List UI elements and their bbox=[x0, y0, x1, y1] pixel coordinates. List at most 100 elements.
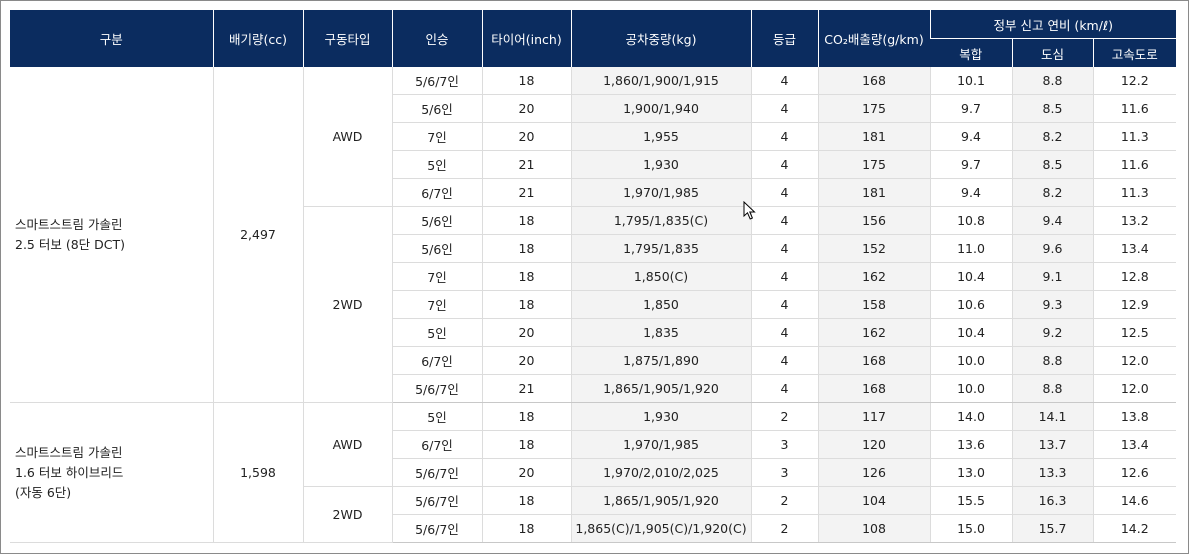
highway-cell: 12.6 bbox=[1092, 458, 1177, 487]
city-cell: 9.2 bbox=[1011, 318, 1093, 347]
tire-cell: 18 bbox=[481, 290, 571, 319]
curb-weight-cell: 1,795/1,835 bbox=[570, 234, 751, 263]
curb-weight-cell: 1,860/1,900/1,915 bbox=[570, 67, 751, 95]
combined-cell: 15.5 bbox=[929, 486, 1012, 515]
grade-cell: 4 bbox=[750, 94, 818, 123]
highway-cell: 12.2 bbox=[1092, 67, 1177, 95]
curb-weight-cell: 1,875/1,890 bbox=[570, 346, 751, 375]
table-row: 6/7인 18 1,970/1,985 3 120 13.6 13.7 13.4 bbox=[10, 430, 1177, 459]
table-row: 5/6인 18 1,795/1,835 4 152 11.0 9.6 13.4 bbox=[10, 234, 1177, 263]
header-co2: CO₂배출량(g/km) bbox=[817, 10, 930, 67]
header-displacement: 배기량(cc) bbox=[212, 10, 303, 67]
tire-cell: 20 bbox=[481, 94, 571, 123]
curb-weight-cell: 1,955 bbox=[570, 122, 751, 151]
tire-cell: 21 bbox=[481, 150, 571, 179]
seating-cell: 5/6인 bbox=[391, 206, 482, 235]
table-row: 스마트스트림 가솔린 2.5 터보 (8단 DCT) 2,497 AWD 5/6/7인 1… bbox=[10, 67, 1177, 403]
city-cell: 13.3 bbox=[1011, 458, 1093, 487]
seating-cell: 7인 bbox=[391, 122, 482, 151]
co2-cell: 181 bbox=[817, 122, 930, 151]
highway-cell: 12.5 bbox=[1092, 318, 1177, 347]
grade-cell: 2 bbox=[750, 402, 818, 431]
engine-type-line: 스마트스트림 가솔린 bbox=[15, 216, 123, 232]
highway-cell: 13.8 bbox=[1092, 402, 1177, 431]
city-cell: 15.7 bbox=[1011, 514, 1093, 543]
table-row: 5/6/7인 18 1,865(C)/1,905(C)/1,920(C) 2 108 15… bbox=[10, 514, 1177, 543]
grade-cell: 2 bbox=[750, 514, 818, 543]
highway-cell: 14.6 bbox=[1092, 486, 1177, 515]
combined-cell: 11.0 bbox=[929, 234, 1012, 263]
combined-cell: 10.8 bbox=[929, 206, 1012, 235]
co2-cell: 168 bbox=[817, 374, 930, 403]
grade-cell: 4 bbox=[750, 290, 818, 319]
tire-cell: 20 bbox=[481, 122, 571, 151]
header-curb-weight: 공차중량(kg) bbox=[570, 10, 751, 67]
seating-cell: 5/6인 bbox=[391, 94, 482, 123]
combined-cell: 10.0 bbox=[929, 346, 1012, 375]
highway-cell: 12.0 bbox=[1092, 374, 1177, 403]
co2-cell: 104 bbox=[817, 486, 930, 515]
curb-weight-cell: 1,865/1,905/1,920 bbox=[570, 374, 751, 403]
header-grade: 등급 bbox=[750, 10, 818, 67]
table-row: 7인 18 1,850(C) 4 162 10.4 9.1 12.8 bbox=[10, 262, 1177, 291]
tire-cell: 21 bbox=[481, 374, 571, 403]
curb-weight-cell: 1,850 bbox=[570, 290, 751, 319]
combined-cell: 10.4 bbox=[929, 318, 1012, 347]
table-row: 스마트스트림 가솔린 1.6 터보 하이브리드 (자동 6단) 1,598 AWD 5인 1… bbox=[10, 402, 1177, 543]
highway-cell: 11.3 bbox=[1092, 122, 1177, 151]
combined-cell: 13.6 bbox=[929, 430, 1012, 459]
drive-type-cell: AWD bbox=[302, 67, 392, 207]
highway-cell: 13.2 bbox=[1092, 206, 1177, 235]
table-row: 2WD 5/6/7인 18 1,865/1,905/1,920 2 104 15.5 16.3… bbox=[10, 486, 1177, 543]
seating-cell: 5/6/7인 bbox=[391, 67, 482, 95]
tire-cell: 18 bbox=[481, 67, 571, 95]
header-highway: 고속도로 bbox=[1092, 38, 1177, 67]
grade-cell: 4 bbox=[750, 178, 818, 207]
co2-cell: 152 bbox=[817, 234, 930, 263]
highway-cell: 12.8 bbox=[1092, 262, 1177, 291]
city-cell: 9.4 bbox=[1011, 206, 1093, 235]
tire-cell: 20 bbox=[481, 318, 571, 347]
combined-cell: 10.6 bbox=[929, 290, 1012, 319]
combined-cell: 13.0 bbox=[929, 458, 1012, 487]
highway-cell: 11.6 bbox=[1092, 150, 1177, 179]
grade-cell: 4 bbox=[750, 346, 818, 375]
city-cell: 9.1 bbox=[1011, 262, 1093, 291]
table-body: 스마트스트림 가솔린 2.5 터보 (8단 DCT) 2,497 AWD 5/6/7인 1… bbox=[10, 67, 1177, 543]
co2-cell: 158 bbox=[817, 290, 930, 319]
tire-cell: 20 bbox=[481, 458, 571, 487]
city-cell: 8.2 bbox=[1011, 122, 1093, 151]
curb-weight-cell: 1,850(C) bbox=[570, 262, 751, 291]
table-row: 5/6인 20 1,900/1,940 4 175 9.7 8.5 11.6 bbox=[10, 94, 1177, 123]
engine-type-line: (자동 6단) bbox=[15, 484, 72, 500]
co2-cell: 175 bbox=[817, 150, 930, 179]
table-row: 5인 21 1,930 4 175 9.7 8.5 11.6 bbox=[10, 150, 1177, 179]
city-cell: 8.8 bbox=[1011, 346, 1093, 375]
header-category: 구분 bbox=[10, 10, 213, 67]
seating-cell: 6/7인 bbox=[391, 178, 482, 207]
tire-cell: 20 bbox=[481, 346, 571, 375]
seating-cell: 5/6인 bbox=[391, 234, 482, 263]
tire-cell: 18 bbox=[481, 430, 571, 459]
tire-cell: 18 bbox=[481, 262, 571, 291]
drive-type-cell: 2WD bbox=[302, 206, 392, 403]
highway-cell: 13.4 bbox=[1092, 234, 1177, 263]
co2-cell: 117 bbox=[817, 402, 930, 431]
co2-cell: 168 bbox=[817, 67, 930, 95]
header-combined: 복합 bbox=[930, 38, 1012, 67]
city-cell: 13.7 bbox=[1011, 430, 1093, 459]
highway-cell: 14.2 bbox=[1092, 514, 1177, 543]
seating-cell: 5인 bbox=[391, 402, 482, 431]
grade-cell: 3 bbox=[750, 458, 818, 487]
engine-type-cell: 스마트스트림 가솔린 2.5 터보 (8단 DCT) bbox=[10, 67, 213, 403]
city-cell: 8.8 bbox=[1011, 374, 1093, 403]
highway-cell: 13.4 bbox=[1092, 430, 1177, 459]
curb-weight-cell: 1,865(C)/1,905(C)/1,920(C) bbox=[570, 514, 751, 543]
combined-cell: 10.1 bbox=[929, 67, 1012, 95]
engine-type-cell: 스마트스트림 가솔린 1.6 터보 하이브리드 (자동 6단) bbox=[10, 402, 213, 543]
combined-cell: 10.0 bbox=[929, 374, 1012, 403]
engine-type-line: 2.5 터보 (8단 DCT) bbox=[15, 236, 125, 252]
curb-weight-cell: 1,970/2,010/2,025 bbox=[570, 458, 751, 487]
highway-cell: 12.9 bbox=[1092, 290, 1177, 319]
table-row: 6/7인 21 1,970/1,985 4 181 9.4 8.2 11.3 bbox=[10, 178, 1177, 207]
